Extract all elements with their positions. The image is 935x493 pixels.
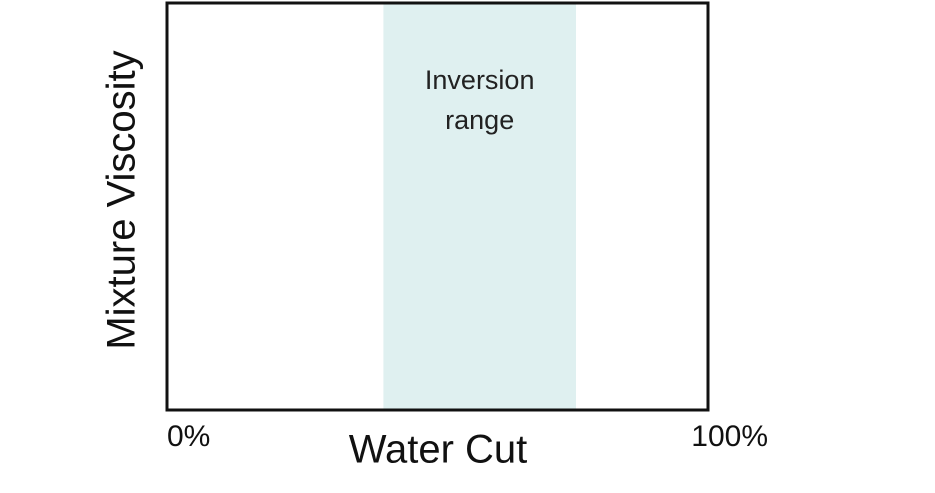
shaded-range bbox=[383, 3, 576, 410]
x-tick-label: 100% bbox=[691, 420, 768, 453]
x-axis-label: Water Cut bbox=[349, 428, 528, 472]
x-tick-label: 0% bbox=[167, 420, 210, 453]
plot-frame bbox=[165, 1, 710, 412]
y-axis-label: Mixture Viscosity bbox=[100, 50, 144, 349]
shade-label: Inversion range bbox=[424, 65, 535, 135]
